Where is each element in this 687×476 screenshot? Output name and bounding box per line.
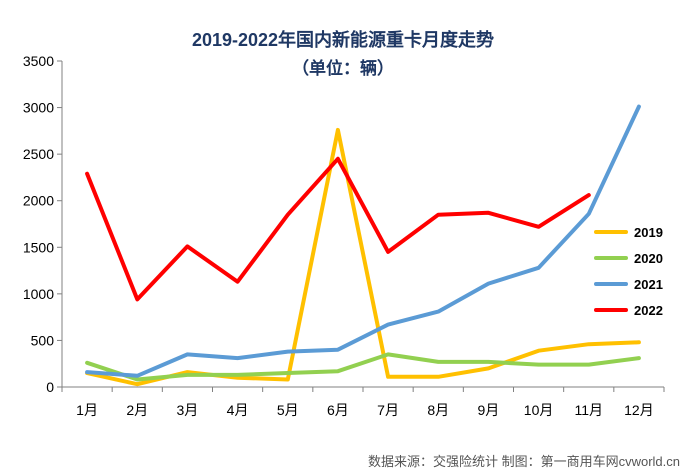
- y-tick-label: 2500: [23, 146, 54, 162]
- legend: 2019 2020 2021 2022: [594, 225, 663, 318]
- y-tick-label: 3500: [23, 53, 54, 69]
- legend-label-2019: 2019: [634, 225, 663, 240]
- series-line-2020: [85, 352, 641, 382]
- chart-subtitle: （单位：辆）: [292, 58, 394, 78]
- x-tick-label: 9月: [478, 402, 500, 418]
- y-tick-label: 3000: [23, 100, 54, 116]
- series-layer: [85, 104, 641, 387]
- y-tick-label: 2000: [23, 193, 54, 209]
- series-line-2022: [85, 156, 591, 302]
- x-tick-label: 12月: [624, 402, 654, 418]
- y-tick-label: 1500: [23, 239, 54, 255]
- x-tick-label: 8月: [427, 402, 449, 418]
- y-tick-label: 500: [31, 332, 55, 348]
- x-tick-label: 3月: [177, 402, 199, 418]
- x-tick-label: 7月: [377, 402, 399, 418]
- x-tick-label: 6月: [327, 402, 349, 418]
- source-note: 数据来源：交强险统计 制图：第一商用车网cvworld.cn: [368, 454, 680, 469]
- x-tick-label: 2月: [126, 402, 148, 418]
- legend-label-2022: 2022: [634, 303, 663, 318]
- axes-layer: 0 500 1000 1500 2000 2500 3000 3500 1月 2月 3月 4月 5月 6月…: [23, 53, 665, 418]
- legend-label-2020: 2020: [634, 251, 663, 266]
- legend-label-2021: 2021: [634, 277, 663, 292]
- y-tick-label: 1000: [23, 286, 54, 302]
- x-tick-label: 10月: [524, 402, 554, 418]
- x-tick-label: 1月: [76, 402, 98, 418]
- x-tick-label: 4月: [227, 402, 249, 418]
- series-line-2021: [85, 104, 641, 378]
- x-tick-label: 5月: [277, 402, 299, 418]
- series-line-2019: [85, 127, 641, 387]
- y-tick-label: 0: [46, 379, 54, 395]
- chart-title: 2019-2022年国内新能源重卡月度走势: [192, 29, 494, 50]
- x-tick-label: 11月: [574, 402, 603, 418]
